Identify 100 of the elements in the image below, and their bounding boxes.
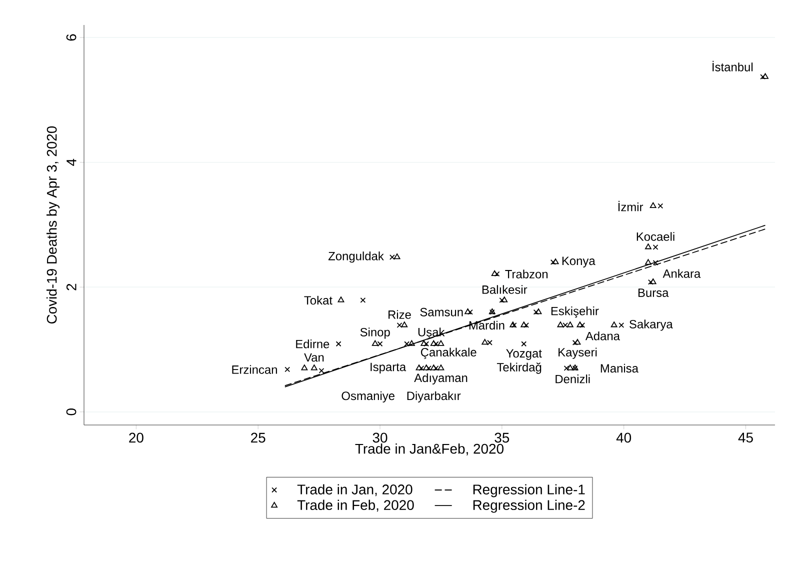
point xyxy=(574,338,581,345)
annotation: Sinop xyxy=(360,328,390,339)
point xyxy=(648,279,654,285)
point xyxy=(762,73,768,79)
point xyxy=(572,340,578,346)
point xyxy=(284,366,290,372)
y-tick-label: 2 xyxy=(66,284,76,290)
point xyxy=(420,340,428,346)
point xyxy=(468,309,473,315)
y-tick-label: 4 xyxy=(66,158,76,166)
point xyxy=(650,278,656,284)
annotation: Sakarya xyxy=(630,320,673,331)
point xyxy=(550,259,556,265)
point xyxy=(499,297,505,303)
annotation: Diyarbakır xyxy=(407,391,461,402)
point xyxy=(318,368,324,374)
annotation: Adıyaman xyxy=(414,373,468,384)
x-tick-label: 35 xyxy=(494,432,510,443)
point xyxy=(377,341,383,347)
point xyxy=(652,244,658,250)
point xyxy=(618,322,624,328)
point xyxy=(645,244,652,250)
point xyxy=(760,74,766,80)
point xyxy=(491,270,498,276)
annotation: Konya xyxy=(562,256,596,268)
point xyxy=(535,308,542,314)
y-tick-label: 6 xyxy=(66,34,76,41)
annotation: İstanbul xyxy=(712,60,753,72)
point xyxy=(487,340,492,346)
annotation: Adana xyxy=(585,332,620,340)
annotation: Manisa xyxy=(600,364,638,373)
point xyxy=(310,364,318,370)
point xyxy=(424,341,430,347)
point xyxy=(438,364,444,370)
annotation: Kocaeli xyxy=(636,232,674,241)
point xyxy=(396,322,402,328)
point xyxy=(652,260,658,266)
point xyxy=(438,340,444,346)
annotation: Uşak xyxy=(418,328,445,339)
point xyxy=(501,296,508,302)
point xyxy=(562,322,568,328)
annotation: İzmir xyxy=(618,200,644,212)
point xyxy=(557,322,564,328)
point xyxy=(580,322,586,328)
annotation: Çanakkale xyxy=(420,348,476,359)
annotation: Mardin xyxy=(469,320,504,330)
annotation: Yozgat xyxy=(506,349,542,360)
point xyxy=(360,297,366,303)
annotation: Kayseri xyxy=(558,348,597,359)
x-tick-label: 30 xyxy=(372,432,388,443)
point xyxy=(372,340,378,346)
annotation: Edirne xyxy=(296,340,330,348)
y-axis-title: Covid-19 Deaths by Apr 3, 2020 xyxy=(46,126,60,324)
point xyxy=(524,322,530,328)
point xyxy=(533,309,539,315)
annotation: Bursa xyxy=(638,288,669,297)
point xyxy=(336,341,342,347)
point xyxy=(301,364,308,370)
point xyxy=(430,364,437,370)
legend-label: Trade in Feb, 2020 xyxy=(297,500,414,512)
annotation: Tokat xyxy=(304,296,332,305)
annotation: Samsun xyxy=(420,308,463,316)
annotation: Isparta xyxy=(370,362,406,374)
annotation: Zonguldak xyxy=(328,252,384,263)
point xyxy=(404,341,410,347)
point xyxy=(520,322,528,328)
legend-label: Regression Line-1 xyxy=(473,484,585,498)
point xyxy=(338,296,344,302)
y-tick-label: 0 xyxy=(66,408,76,416)
point xyxy=(494,271,500,277)
x-tick-label: 25 xyxy=(251,432,266,443)
annotation: Tekirdağ xyxy=(496,362,542,374)
annotation: Eskişehir xyxy=(551,306,599,318)
point xyxy=(645,259,652,265)
point xyxy=(610,322,618,328)
point xyxy=(394,254,400,260)
point xyxy=(482,338,488,345)
point xyxy=(650,202,656,208)
annotation: Ankara xyxy=(662,269,701,278)
point xyxy=(389,254,395,260)
point xyxy=(521,341,527,347)
point xyxy=(658,203,664,209)
point xyxy=(430,340,437,346)
point xyxy=(408,340,415,346)
point xyxy=(464,308,471,314)
annotation: Rize xyxy=(388,310,411,319)
point xyxy=(401,322,408,328)
point xyxy=(564,366,570,371)
x-tick-label: 40 xyxy=(616,432,632,443)
legend-label: Trade in Jan, 2020 xyxy=(297,484,412,496)
annotation: Balıkesir xyxy=(482,285,528,294)
point xyxy=(433,341,439,347)
x-tick-label: 45 xyxy=(738,432,753,443)
x-tick-label: 20 xyxy=(129,432,144,443)
point xyxy=(552,258,559,264)
annotation: Osmaniye xyxy=(342,391,394,402)
annotation: Denizli xyxy=(556,374,590,384)
annotation: Trabzon xyxy=(505,270,548,278)
x-axis-title: Trade in Jan&Feb, 2020 xyxy=(355,443,504,456)
annotation: Erzincan xyxy=(232,365,277,374)
